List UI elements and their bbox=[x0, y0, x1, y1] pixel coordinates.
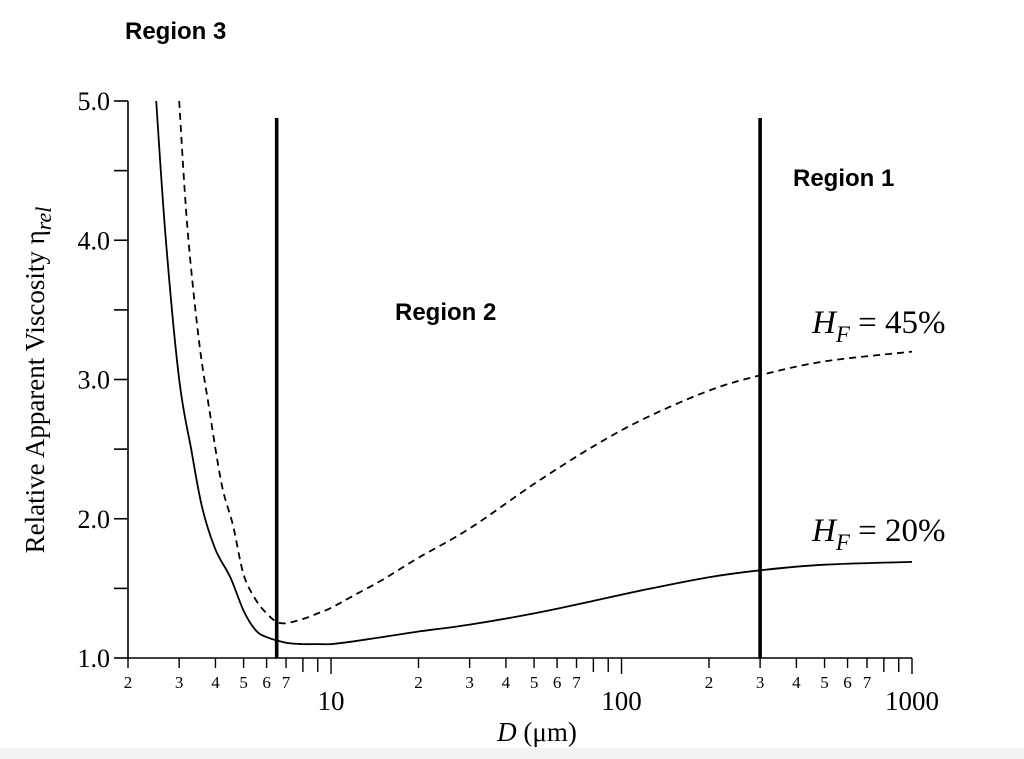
x-minor-tick-label: 2 bbox=[124, 673, 133, 692]
x-minor-tick-label: 4 bbox=[211, 673, 220, 692]
x-minor-tick-label: 6 bbox=[843, 673, 852, 692]
x-minor-tick-label: 4 bbox=[792, 673, 801, 692]
y-tick-label: 1.0 bbox=[78, 644, 111, 673]
x-major-tick-label: 1000 bbox=[885, 686, 939, 716]
y-axis-label: Relative Apparent Viscosity ηrel bbox=[20, 207, 56, 554]
x-minor-tick-label: 5 bbox=[820, 673, 829, 692]
x-minor-tick-label: 3 bbox=[465, 673, 474, 692]
labels: HF = 20% HF = 45% Region 3 Region 2 Region 1… bbox=[20, 18, 946, 747]
x-minor-tick-label: 7 bbox=[282, 673, 291, 692]
series-hf-20-line bbox=[155, 100, 913, 646]
y-tick-label: 4.0 bbox=[78, 226, 111, 255]
x-minor-tick-label: 3 bbox=[175, 673, 184, 692]
y-tick-label: 3.0 bbox=[78, 366, 111, 395]
x-minor-tick-label: 2 bbox=[414, 673, 423, 692]
x-minor-tick-label: 6 bbox=[553, 673, 562, 692]
x-minor-tick-label: 7 bbox=[863, 673, 872, 692]
curves bbox=[155, 100, 913, 646]
x-axis-label: D (μm) bbox=[496, 717, 577, 747]
region-label: Region 1 bbox=[793, 165, 894, 192]
x-major-tick-label: 10 bbox=[318, 686, 345, 716]
x-minor-tick-label: 5 bbox=[239, 673, 248, 692]
ticks: 1.02.03.04.05.02 3 4 5 6 7 2 3 4 5 6 7 2 3 4 5 6 710 100 10… bbox=[78, 87, 940, 716]
x-minor-tick-label: 5 bbox=[530, 673, 539, 692]
x-minor-tick-label: 2 bbox=[705, 673, 714, 692]
bottom-band bbox=[0, 748, 1024, 759]
series-label-hf-20: HF = 20% bbox=[811, 513, 946, 555]
x-minor-tick-label: 6 bbox=[262, 673, 271, 692]
x-minor-tick-label: 3 bbox=[756, 673, 765, 692]
series-label-hf-45: HF = 45% bbox=[811, 305, 946, 347]
x-major-tick-label: 100 bbox=[601, 686, 642, 716]
region-boundaries bbox=[274, 118, 762, 658]
x-minor-tick-label: 7 bbox=[572, 673, 581, 692]
region-label: Region 2 bbox=[395, 299, 496, 326]
y-tick-label: 2.0 bbox=[78, 505, 111, 534]
region-label: Region 3 bbox=[125, 18, 226, 45]
x-minor-tick-label: 4 bbox=[502, 673, 511, 692]
series-hf-45-line bbox=[178, 100, 913, 625]
y-tick-label: 5.0 bbox=[78, 87, 111, 116]
